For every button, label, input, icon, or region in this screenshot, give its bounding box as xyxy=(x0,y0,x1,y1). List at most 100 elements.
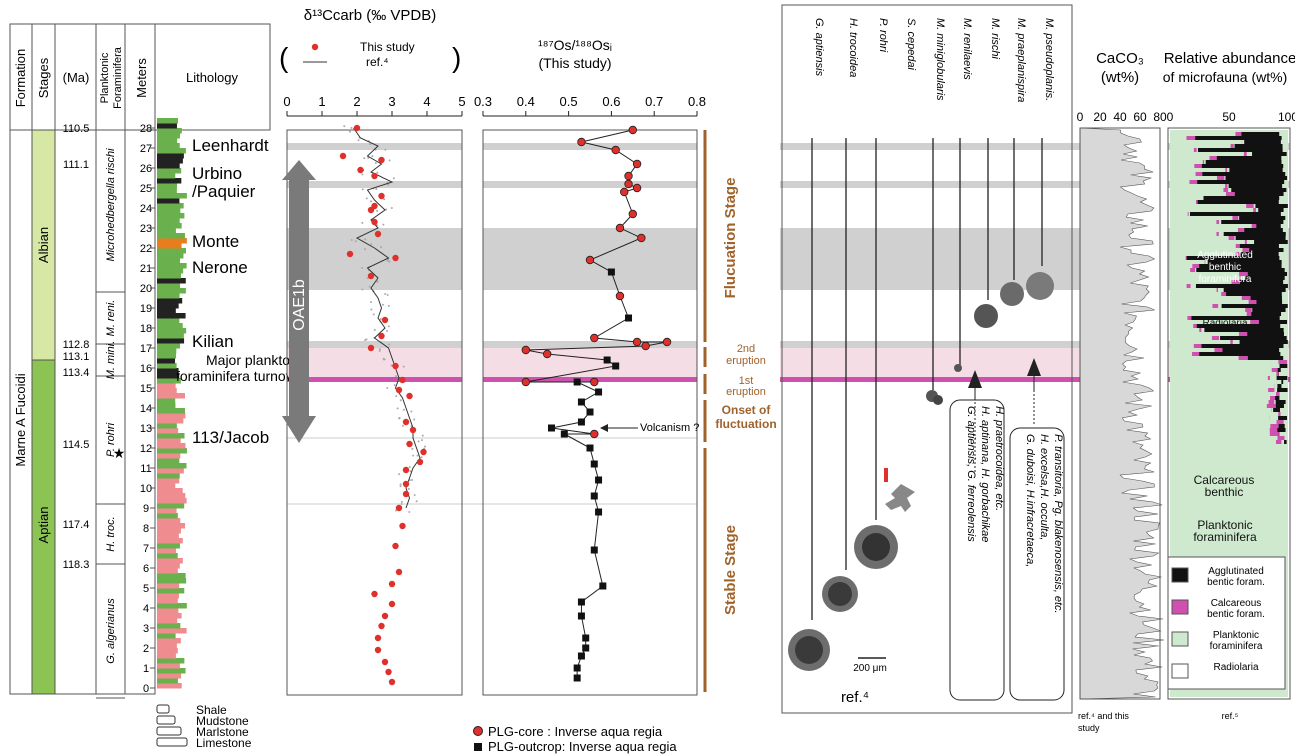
os-core-point xyxy=(615,291,625,301)
species-box1-line: G. aptiensis, G. ferreolensis xyxy=(965,406,977,542)
lithology-bed xyxy=(157,568,178,574)
micro-calcareous-band xyxy=(1185,256,1187,260)
d13c-ref-noise xyxy=(420,456,423,459)
micro-calcareous-band xyxy=(1239,276,1242,280)
d13c-ref-noise xyxy=(387,183,390,186)
microfauna-chart: Relative abundance of microfauna (wt%) 0… xyxy=(1163,50,1295,721)
d13c-point xyxy=(367,272,375,280)
d13c-ref-noise xyxy=(410,410,413,413)
d13c-ref-noise xyxy=(409,470,412,473)
species-name: M. renilaevis xyxy=(961,18,973,80)
lithology-bed xyxy=(157,183,178,189)
event-label: 113/Jacob xyxy=(192,428,269,447)
lithology-bed xyxy=(157,128,182,134)
header-forams: PlanktonicForaminifera xyxy=(99,46,124,109)
lithology-bed xyxy=(157,148,186,154)
os-outcrop-point xyxy=(612,362,620,370)
event-label: /Paquier xyxy=(192,182,256,201)
header-ma: (Ma) xyxy=(63,70,90,85)
d13c-ref-noise xyxy=(399,483,402,486)
micro-agglutinated-band xyxy=(1189,136,1282,140)
micro-annotation: benthic xyxy=(1209,262,1241,273)
os-core-point xyxy=(521,377,530,387)
micro-calcareous-band xyxy=(1239,272,1248,276)
d13c-ref-noise xyxy=(382,223,385,226)
micro-calcareous-band xyxy=(1267,376,1270,380)
box2-arrowhead-icon xyxy=(1027,358,1041,376)
micro-agglutinated-band xyxy=(1247,248,1284,252)
d13c-ref-line xyxy=(353,127,421,509)
lithology-bed xyxy=(157,383,176,389)
os-core-point xyxy=(620,187,629,197)
micro-calcareous-band xyxy=(1216,220,1220,224)
micro-calcareous-band xyxy=(1246,204,1254,208)
species-box2-line: P. transitoria, Pg. blakenosensis, etc. xyxy=(1052,434,1064,614)
legend-outcrop: PLG-outcrop: Inverse aqua regia xyxy=(488,739,677,754)
d13c-ref-noise xyxy=(384,148,387,151)
os-outcrop-point xyxy=(560,430,568,438)
band-5-1 xyxy=(483,377,697,382)
lithology-bed xyxy=(157,588,185,594)
d13c-point xyxy=(388,580,396,588)
d13c-point xyxy=(402,418,410,426)
lithology-bed xyxy=(157,178,182,184)
micro-calcareous-band xyxy=(1211,336,1220,340)
species-box1-line: H. aptinana, H. gorbachikae xyxy=(979,406,991,542)
d13c-point xyxy=(406,392,413,400)
micro-agglutinated-band xyxy=(1224,292,1282,296)
micro-agglutinated-band xyxy=(1270,396,1280,400)
lithology-bed xyxy=(157,658,185,664)
d13c-ref-noise xyxy=(364,248,367,251)
lithology-bed xyxy=(157,153,184,159)
micro-agglutinated-band xyxy=(1252,152,1287,156)
micro-legend-swatch xyxy=(1171,599,1189,615)
lithology-bed xyxy=(157,423,177,429)
lithology-bed xyxy=(157,158,183,164)
lithology-bed xyxy=(157,538,183,544)
os-core-point xyxy=(585,255,595,265)
d13c-ref-noise xyxy=(357,139,360,142)
d13c-ref-noise xyxy=(371,155,374,158)
meter-tick: 20 xyxy=(140,283,152,295)
micro-agglutinated-band xyxy=(1281,380,1284,384)
micro-agglutinated-band xyxy=(1276,428,1286,432)
d13c-ref-noise xyxy=(399,399,402,402)
d13c-ref-noise xyxy=(354,240,357,243)
d13c-ref-noise xyxy=(369,143,372,146)
d13c-ref-noise xyxy=(400,503,403,506)
event-label: Nerone xyxy=(192,258,248,277)
event-label: Monte xyxy=(192,232,239,251)
micro-calcareous-band xyxy=(1243,152,1247,156)
caco3-title: CaCO₃ xyxy=(1096,50,1144,67)
d13c-ref-noise xyxy=(413,494,416,497)
lithology-bed xyxy=(157,268,184,274)
lithology-bed xyxy=(157,563,180,569)
d13c-point xyxy=(378,156,385,164)
d13c-ref-noise xyxy=(370,300,373,303)
micro-calcareous-band xyxy=(1225,192,1235,196)
micro-calcareous-band xyxy=(1216,288,1219,292)
micro-legend-label: Planktonic xyxy=(1213,630,1259,641)
caco3-subtitle: (wt%) xyxy=(1101,69,1139,86)
os-core-point xyxy=(632,159,642,169)
os-core-point xyxy=(624,179,633,189)
species-box1-line: H. praetrocoidea, etc. xyxy=(993,406,1005,511)
d13c-ref-noise xyxy=(402,365,405,368)
legend-close-paren: ) xyxy=(452,42,461,73)
lithology-bed xyxy=(157,518,181,524)
d13c-ref-noise xyxy=(376,171,379,174)
lithology-bed xyxy=(157,123,177,129)
micro-agglutinated-band xyxy=(1242,228,1283,232)
d13c-ref-noise xyxy=(370,308,373,311)
lithology-bed xyxy=(157,618,178,624)
micro-agglutinated-band xyxy=(1205,160,1282,164)
micro-calcareous-band xyxy=(1235,244,1240,248)
micro-agglutinated-band xyxy=(1239,340,1288,344)
caco3-xticks: 0 20 40 60 80 xyxy=(1077,110,1167,124)
micro-calcareous-band xyxy=(1193,148,1197,152)
micro-agglutinated-band xyxy=(1252,308,1286,312)
lithology-bed xyxy=(157,428,179,434)
micro-calcareous-band xyxy=(1270,396,1276,400)
d13c-ref-noise xyxy=(398,417,401,420)
caco3-frame xyxy=(1079,127,1161,700)
